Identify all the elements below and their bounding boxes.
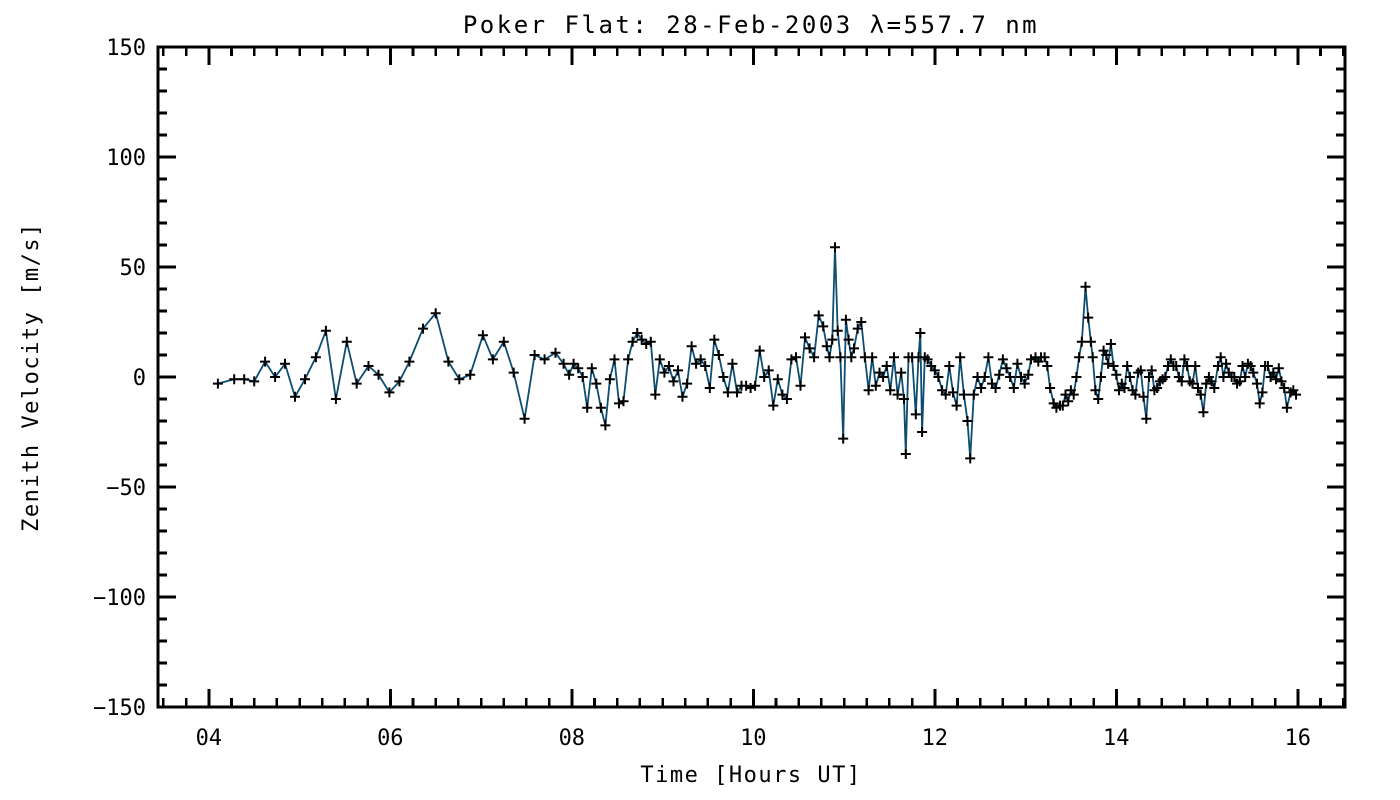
y-tick-label: 100 (106, 146, 146, 171)
y-tick-label: 150 (106, 36, 146, 61)
x-tick-label: 06 (377, 726, 404, 751)
data-point-markers (212, 242, 1301, 464)
y-tick-label: −100 (93, 586, 146, 611)
x-tick-label: 04 (196, 726, 223, 751)
x-tick-label: 12 (922, 726, 949, 751)
tick-labels: 04 06 08 10 12 14 16 −150 −100 −50 0 50 100 150 (93, 36, 1311, 751)
x-axis-label: Time [Hours UT] (640, 763, 861, 788)
x-tick-label: 08 (559, 726, 586, 751)
y-axis-label: Zenith Velocity [m/s] (19, 222, 44, 532)
y-tick-label: 50 (120, 256, 147, 281)
data-series-line (217, 247, 1297, 459)
y-tick-label: −50 (106, 476, 146, 501)
x-tick-label: 14 (1103, 726, 1130, 751)
y-tick-label: 0 (133, 366, 146, 391)
x-tick-label: 10 (740, 726, 767, 751)
x-tick-label: 16 (1285, 726, 1312, 751)
y-tick-label: −150 (93, 696, 146, 721)
axis-frame (156, 45, 1347, 709)
chart-title: Poker Flat: 28-Feb-2003 λ=557.7 nm (463, 11, 1039, 39)
